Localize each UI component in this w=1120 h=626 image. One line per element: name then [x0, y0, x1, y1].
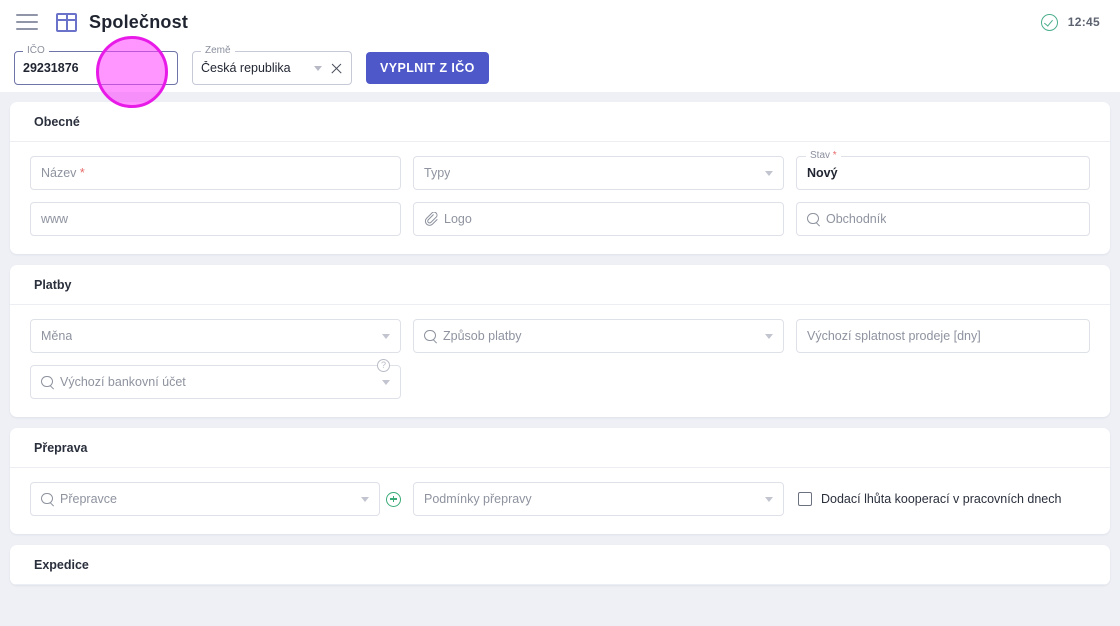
form-row: Název * Typy Stav * Nový	[30, 150, 1090, 190]
country-value: Česká republika	[201, 61, 291, 75]
country-label: Země	[201, 45, 235, 57]
search-icon	[41, 492, 54, 506]
field-obchodnik-cell: Obchodník	[796, 202, 1090, 236]
content-area: Obecné Název * Typy Stav *	[0, 92, 1120, 585]
prepravce-placeholder: Přepravce	[60, 492, 117, 506]
section-body-preprava: Přepravce Podmínky přepravy	[10, 468, 1110, 534]
dodaci-lhuta-checkbox-row[interactable]: Dodací lhůta kooperací v pracovních dnec…	[796, 482, 1090, 516]
chevron-down-icon[interactable]	[765, 170, 773, 176]
field-nazev-cell: Název *	[30, 156, 401, 190]
fill-from-ico-button[interactable]: VYPLNIT Z IČO	[366, 52, 489, 84]
bankovni-ucet-select[interactable]: ? Výchozí bankovní účet	[30, 359, 401, 399]
field-www-cell: www	[30, 202, 401, 236]
search-icon	[424, 329, 437, 343]
ico-toolbar: IČO 29231876 Země Česká republika VYPLNI…	[0, 44, 1120, 92]
nazev-placeholder: Název *	[41, 166, 85, 180]
section-card-expedice: Expedice	[10, 545, 1110, 585]
form-row: ? Výchozí bankovní účet	[30, 359, 1090, 399]
splatnost-input[interactable]: Výchozí splatnost prodeje [dny]	[796, 319, 1090, 353]
field-stav-cell: Stav * Nový	[796, 150, 1090, 190]
field-dodaci-lhuta-cell: Dodací lhůta kooperací v pracovních dnec…	[796, 482, 1090, 516]
podminky-placeholder: Podmínky přepravy	[424, 492, 532, 506]
typy-select[interactable]: Typy	[413, 156, 784, 190]
field-zpusob-platby-cell: Způsob platby	[413, 319, 784, 353]
chevron-down-icon[interactable]	[382, 333, 390, 339]
zpusob-platby-select[interactable]: Způsob platby	[413, 319, 784, 353]
country-select[interactable]: Země Česká republika	[192, 45, 352, 85]
close-icon[interactable]	[330, 62, 343, 75]
logo-input[interactable]: Logo	[413, 202, 784, 236]
page-title: Společnost	[89, 11, 189, 32]
obchodnik-search-input[interactable]: Obchodník	[796, 202, 1090, 236]
bankovni-ucet-placeholder: Výchozí bankovní účet	[60, 375, 186, 389]
splatnost-placeholder: Výchozí splatnost prodeje [dny]	[807, 329, 981, 343]
chevron-down-icon[interactable]	[765, 496, 773, 502]
ico-label: IČO	[23, 45, 49, 57]
section-title-obecne: Obecné	[10, 102, 1110, 142]
paperclip-icon	[424, 211, 438, 226]
logo-placeholder: Logo	[444, 212, 472, 226]
section-card-obecne: Obecné Název * Typy Stav *	[10, 102, 1110, 254]
grid-table-icon[interactable]	[56, 12, 77, 32]
top-bar-right: 12:45	[1040, 13, 1104, 31]
mena-select[interactable]: Měna	[30, 319, 401, 353]
stav-value: Nový	[807, 166, 838, 180]
ico-value: 29231876	[23, 61, 79, 75]
clock-text: 12:45	[1067, 15, 1100, 29]
stav-label: Stav *	[806, 150, 841, 162]
podminky-prepravy-select[interactable]: Podmínky přepravy	[413, 482, 784, 516]
ico-input[interactable]: IČO 29231876	[14, 45, 178, 85]
field-splatnost-cell: Výchozí splatnost prodeje [dny]	[796, 319, 1090, 353]
prepravce-select[interactable]: Přepravce	[30, 482, 380, 516]
field-logo-cell: Logo	[413, 202, 784, 236]
top-bar: Společnost 12:45	[0, 0, 1120, 44]
field-prepravce-cell: Přepravce	[30, 482, 401, 516]
typy-placeholder: Typy	[424, 166, 451, 180]
section-body-platby: Měna Způsob platby Výchozí spla	[10, 305, 1110, 417]
check-circle-icon	[1040, 13, 1058, 31]
section-card-platby: Platby Měna Způsob platby	[10, 265, 1110, 417]
section-body-obecne: Název * Typy Stav * Nový	[10, 142, 1110, 254]
nazev-input[interactable]: Název *	[30, 156, 401, 190]
section-title-platby: Platby	[10, 265, 1110, 305]
field-podminky-cell: Podmínky přepravy	[413, 482, 784, 516]
form-row: Měna Způsob platby Výchozí spla	[30, 319, 1090, 353]
www-placeholder: www	[41, 212, 69, 226]
chevron-down-icon[interactable]	[361, 496, 369, 502]
section-title-expedice: Expedice	[10, 545, 1110, 585]
chevron-down-icon[interactable]	[314, 65, 322, 71]
form-row: www Logo Obchodník	[30, 202, 1090, 236]
section-card-preprava: Přeprava Přepravce Podmínky přepravy	[10, 428, 1110, 534]
chevron-down-icon[interactable]	[765, 333, 773, 339]
search-icon	[41, 375, 54, 389]
field-mena-cell: Měna	[30, 319, 401, 353]
dodaci-lhuta-checkbox[interactable]	[798, 492, 812, 506]
chevron-down-icon[interactable]	[382, 379, 390, 385]
form-row: Přepravce Podmínky přepravy	[30, 482, 1090, 516]
zpusob-platby-placeholder: Způsob platby	[443, 329, 522, 343]
field-typy-cell: Typy	[413, 156, 784, 190]
hamburger-icon[interactable]	[16, 14, 38, 30]
plus-circle-icon[interactable]	[386, 491, 401, 507]
search-icon	[807, 212, 820, 226]
obchodnik-placeholder: Obchodník	[826, 212, 887, 226]
stav-select[interactable]: Stav * Nový	[796, 150, 1090, 190]
section-title-preprava: Přeprava	[10, 428, 1110, 468]
www-input[interactable]: www	[30, 202, 401, 236]
help-icon[interactable]: ?	[377, 359, 390, 372]
dodaci-lhuta-label: Dodací lhůta kooperací v pracovních dnec…	[821, 492, 1062, 506]
field-bankovni-ucet-cell: ? Výchozí bankovní účet	[30, 359, 401, 399]
mena-placeholder: Měna	[41, 329, 73, 343]
